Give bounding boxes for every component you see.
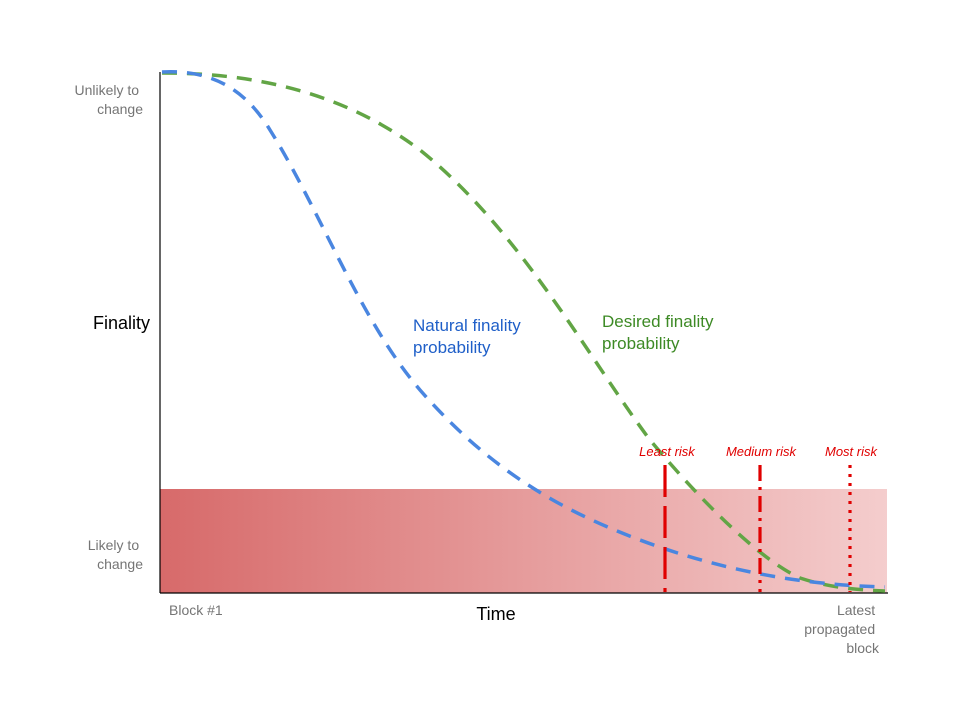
medium-risk-label: Medium risk xyxy=(726,444,798,459)
desired-finality-curve xyxy=(161,71,886,593)
desired-curve-label: Desired finality probability xyxy=(602,312,718,353)
natural-finality-curve xyxy=(161,70,886,589)
x-axis-end-label: Latest propagated block xyxy=(804,602,880,656)
most-risk-label: Most risk xyxy=(825,444,879,459)
x-axis-start-label: Block #1 xyxy=(169,602,223,618)
y-axis-bottom-label: Likely to change xyxy=(88,537,143,572)
natural-curve-label: Natural finality probability xyxy=(413,316,525,357)
x-axis-title: Time xyxy=(476,604,515,624)
y-axis-title: Finality xyxy=(93,313,150,333)
least-risk-label: Least risk xyxy=(639,444,696,459)
risk-zone-band xyxy=(160,489,887,593)
y-axis-top-label: Unlikely to change xyxy=(75,82,144,117)
